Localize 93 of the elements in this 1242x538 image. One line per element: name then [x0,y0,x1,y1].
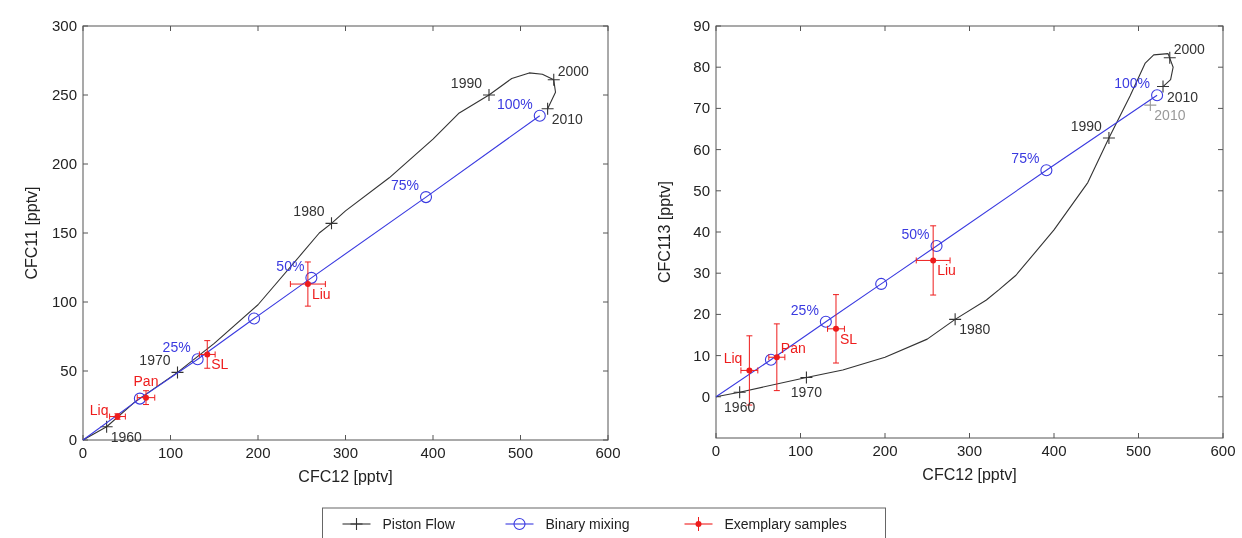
annotation: Pan [133,372,159,389]
annotation: Pan [780,340,806,357]
point [799,370,813,384]
point [482,88,496,102]
annotation: 2010 [1167,88,1199,105]
y-axis-title: CFC11 [pptv] [23,186,40,280]
x-tick-label: 300 [956,442,983,459]
x-tick-label: 200 [245,444,271,461]
legend-label: Binary mixing [545,516,630,532]
point [832,325,839,332]
annotation: 2010 [1154,107,1186,124]
point [875,277,888,290]
point [324,216,339,230]
x-tick-label: 500 [1125,442,1152,459]
annotation: 1980 [959,321,991,338]
y-tick-label: 70 [693,99,710,117]
annotation: 50% [901,226,930,243]
y-tick-label: 60 [693,140,710,158]
y-tick-label: 250 [51,86,77,103]
y-tick-label: 0 [68,431,77,448]
annotation: Liq [89,401,109,418]
point [305,271,318,284]
y-tick-label: 0 [701,387,710,405]
annotation: SL [211,356,229,373]
y-tick-label: 200 [51,155,77,172]
point [1040,164,1053,177]
y-tick-label: 150 [51,224,77,241]
point [170,365,185,379]
point [1143,98,1157,112]
point [541,102,555,116]
annotation: 1990 [450,75,483,91]
point [948,312,962,326]
y-axis-title: CFC113 [pptv] [656,181,673,283]
annotation: 1990 [1070,118,1103,135]
point [204,351,211,358]
point [764,353,777,366]
point [930,257,937,264]
point [1151,89,1164,102]
y-tick-label: 50 [60,362,77,379]
x-tick-label: 500 [507,444,534,461]
point [930,239,943,253]
annotation: 1960 [110,428,142,445]
point [248,312,261,325]
x-tick-label: 300 [332,444,359,461]
y-tick-label: 50 [693,181,710,199]
point [419,191,433,204]
point [304,281,311,288]
annotation: Liu [937,262,956,279]
annotation: 75% [390,177,419,194]
x-tick-label: 0 [78,444,88,461]
point [1102,131,1116,145]
annotation: 2000 [1173,40,1206,57]
point [191,353,204,366]
x-tick-label: 400 [420,444,446,461]
annotation: SL [839,330,858,347]
x-tick-label: 100 [157,444,184,461]
point [733,385,747,399]
annotation: 1960 [724,399,756,416]
point [819,315,832,328]
point [100,420,114,434]
y-tick-label: 80 [693,58,710,76]
legend-label: Piston Flow [382,516,456,532]
y-tick-label: 300 [51,17,77,34]
x-tick-label: 200 [872,442,898,459]
y-tick-label: 20 [693,305,710,323]
x-tick-label: 600 [595,444,621,461]
annotation: 1980 [293,203,325,220]
annotation: 2000 [557,62,590,79]
point [1156,80,1170,94]
point [533,109,546,122]
y-tick-label: 30 [693,264,710,282]
x-axis-title: CFC12 [pptv] [298,468,393,485]
annotation: Liu [311,286,331,303]
point [773,354,780,361]
x-axis-title: CFC12 [pptv] [922,466,1017,483]
y-tick-label: 100 [51,293,77,310]
annotation: Liq [723,350,743,367]
annotation: 25% [790,301,819,318]
annotation: 2010 [551,110,583,127]
y-tick-label: 90 [693,17,710,34]
legend-label: Exemplary samples [724,516,847,532]
x-tick-label: 400 [1041,442,1067,459]
annotation: 75% [1011,150,1040,167]
y-tick-label: 40 [693,223,710,240]
point [133,392,146,405]
x-tick-label: 600 [1210,442,1236,459]
annotation: 100% [496,95,533,112]
x-tick-label: 0 [711,442,721,459]
point [746,367,753,374]
point [143,394,149,401]
y-tick-label: 10 [693,346,710,364]
x-tick-label: 100 [787,442,814,459]
annotation: 1970 [790,384,823,401]
